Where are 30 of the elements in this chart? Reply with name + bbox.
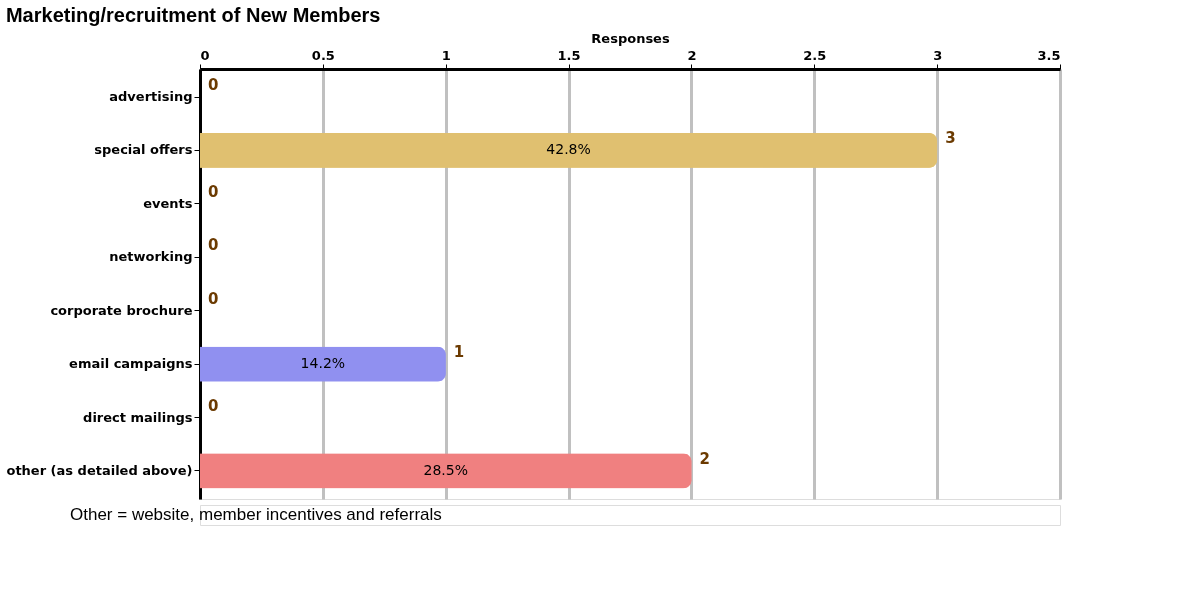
x-axis-title: Responses <box>591 30 670 46</box>
y-tick-label: special offers <box>94 142 193 158</box>
y-tick-label: corporate brochure <box>50 302 193 318</box>
x-tick-label: 2.5 <box>803 47 827 63</box>
annotation: 42.8% <box>546 141 591 158</box>
x-tick-label: 0 <box>200 47 210 63</box>
y-tick-label: email campaigns <box>69 356 193 372</box>
data-label: 0 <box>208 236 219 255</box>
data-label: 0 <box>208 76 219 95</box>
y-tick-label: direct mailings <box>83 409 193 425</box>
y-tick-label: events <box>143 195 193 211</box>
data-label: 0 <box>208 182 219 201</box>
y-tick-label: networking <box>109 249 193 265</box>
data-label: 0 <box>208 289 219 308</box>
data-label: 0 <box>208 396 219 415</box>
x-tick-label: 2 <box>687 47 697 63</box>
x-tick-label: 1.5 <box>557 47 581 63</box>
x-tick-label: 1 <box>441 47 451 63</box>
annotation: 28.5% <box>423 461 468 478</box>
annotation: 14.2% <box>300 355 346 372</box>
data-label: 3 <box>945 129 956 148</box>
x-tick-label: 3.5 <box>1037 47 1061 63</box>
y-tick-label: other (as detailed above) <box>6 462 193 478</box>
chart-title: Marketing/recruitment of New Members <box>5 4 381 26</box>
x-tick-label: 0.5 <box>311 47 335 63</box>
x-tick-label: 3 <box>933 47 943 63</box>
data-label: 2 <box>699 449 710 468</box>
text: Other = website, member incentives and referrals <box>70 505 442 524</box>
data-label: 1 <box>453 343 465 362</box>
y-tick-label: advertising <box>109 89 193 105</box>
